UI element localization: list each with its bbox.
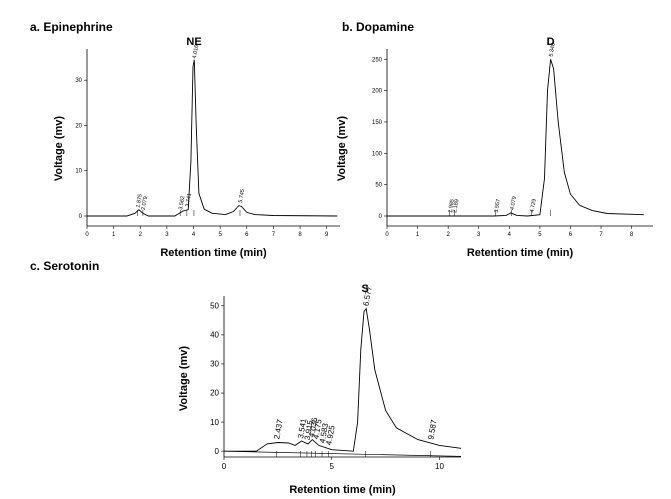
y-axis-title: Voltage (mv) xyxy=(336,116,348,182)
x-tick-label: 0 xyxy=(222,462,227,471)
peak-annotation-label: 9.587 xyxy=(426,418,438,440)
x-tick-label: 7 xyxy=(272,232,276,238)
x-tick-label: 0 xyxy=(85,232,89,238)
x-tick-label: 7 xyxy=(599,232,603,238)
peak-annotation-label: 1.875 xyxy=(135,194,143,209)
y-tick-label: 30 xyxy=(75,78,82,84)
peak-annotation-label: 4.175 xyxy=(311,418,323,440)
y-tick-label: 40 xyxy=(210,331,219,340)
x-tick-label: 6 xyxy=(569,232,573,238)
peak-annotation-label: 4.036 xyxy=(307,416,319,438)
panel-c-label: c. Serotonin xyxy=(30,259,100,273)
peak-annotation-label: 3.562 xyxy=(178,196,186,211)
peak-annotation-label: 3.541 xyxy=(296,417,308,439)
y-tick-label: 10 xyxy=(75,169,82,175)
peak-annotation-label: 3.915 xyxy=(303,419,315,441)
x-tick-label: 9 xyxy=(325,232,329,238)
peak-annotation-label: 2.437 xyxy=(272,418,284,440)
chromatogram-trace xyxy=(387,59,644,217)
peak-annotation-label: 2.079 xyxy=(141,196,149,211)
y-axis-title: Voltage (mv) xyxy=(178,346,190,412)
peak-annotation-label: 4.925 xyxy=(324,424,336,446)
y-tick-label: 20 xyxy=(75,123,82,129)
x-tick-label: 8 xyxy=(630,232,634,238)
y-tick-label: 150 xyxy=(372,120,383,126)
peak-annotation-label: 3.557 xyxy=(494,199,502,214)
x-tick-label: 6 xyxy=(245,232,249,238)
chart-panel-2: 0 10 20 30 40 50 0 5 10 2.437 3.5413.9154.0364.175… xyxy=(178,283,462,496)
peak-annotation-label: 6.577 xyxy=(361,285,373,307)
peak-annotation-label: 3.741 xyxy=(185,193,193,208)
x-tick-label: 1 xyxy=(112,232,116,238)
x-tick-label: 3 xyxy=(477,232,481,238)
x-axis-title: Retention time (min) xyxy=(289,484,396,496)
x-axis-title: Retention time (min) xyxy=(160,247,267,259)
peak-name-label: S xyxy=(361,283,368,295)
y-axis-title: Voltage (mv) xyxy=(53,116,65,182)
x-tick-label: 8 xyxy=(298,232,302,238)
chromatogram-trace xyxy=(223,450,462,457)
y-tick-label: 0 xyxy=(215,447,220,456)
x-tick-label: 3 xyxy=(165,232,169,238)
chromatogram-trace xyxy=(87,59,338,217)
x-tick-label: 1 xyxy=(416,232,420,238)
peak-annotation-label: 4.729 xyxy=(529,198,537,213)
y-tick-label: 50 xyxy=(375,183,382,189)
y-tick-label: 200 xyxy=(372,89,383,95)
x-tick-label: 0 xyxy=(385,232,389,238)
peak-name-label: NE xyxy=(186,36,201,48)
panel-b-label: b. Dopamine xyxy=(342,20,415,34)
x-axis-title: Retention time (min) xyxy=(467,247,574,259)
x-tick-label: 4 xyxy=(508,232,512,238)
y-tick-label: 20 xyxy=(210,389,219,398)
peak-name-label: D xyxy=(547,36,555,48)
peak-annotation-label: 4.079 xyxy=(510,196,518,211)
peak-annotation-label: 4.016 xyxy=(192,44,200,59)
peak-annotation-label: 5.348 xyxy=(548,43,556,58)
x-tick-label: 2 xyxy=(139,232,143,238)
x-tick-label: 5 xyxy=(330,462,335,471)
y-tick-label: 50 xyxy=(210,301,219,310)
x-tick-label: 10 xyxy=(435,462,444,471)
x-tick-label: 5 xyxy=(218,232,222,238)
panel-a-label: a. Epinephrine xyxy=(30,20,113,34)
peak-annotation-label: 2.189 xyxy=(452,199,460,214)
peak-annotation-label: 5.745 xyxy=(238,189,246,204)
y-tick-label: 0 xyxy=(379,214,383,220)
y-tick-label: 10 xyxy=(210,418,219,427)
y-tick-label: 100 xyxy=(372,151,383,157)
x-tick-label: 4 xyxy=(192,232,196,238)
x-tick-label: 2 xyxy=(446,232,450,238)
peak-annotation-label: 1.985 xyxy=(448,199,456,214)
y-tick-label: 30 xyxy=(210,360,219,369)
y-tick-label: 0 xyxy=(79,214,83,220)
y-tick-label: 250 xyxy=(372,57,383,63)
x-tick-label: 5 xyxy=(538,232,542,238)
chromatogram-trace xyxy=(224,307,462,452)
peak-annotation-label: 4.583 xyxy=(318,422,330,444)
